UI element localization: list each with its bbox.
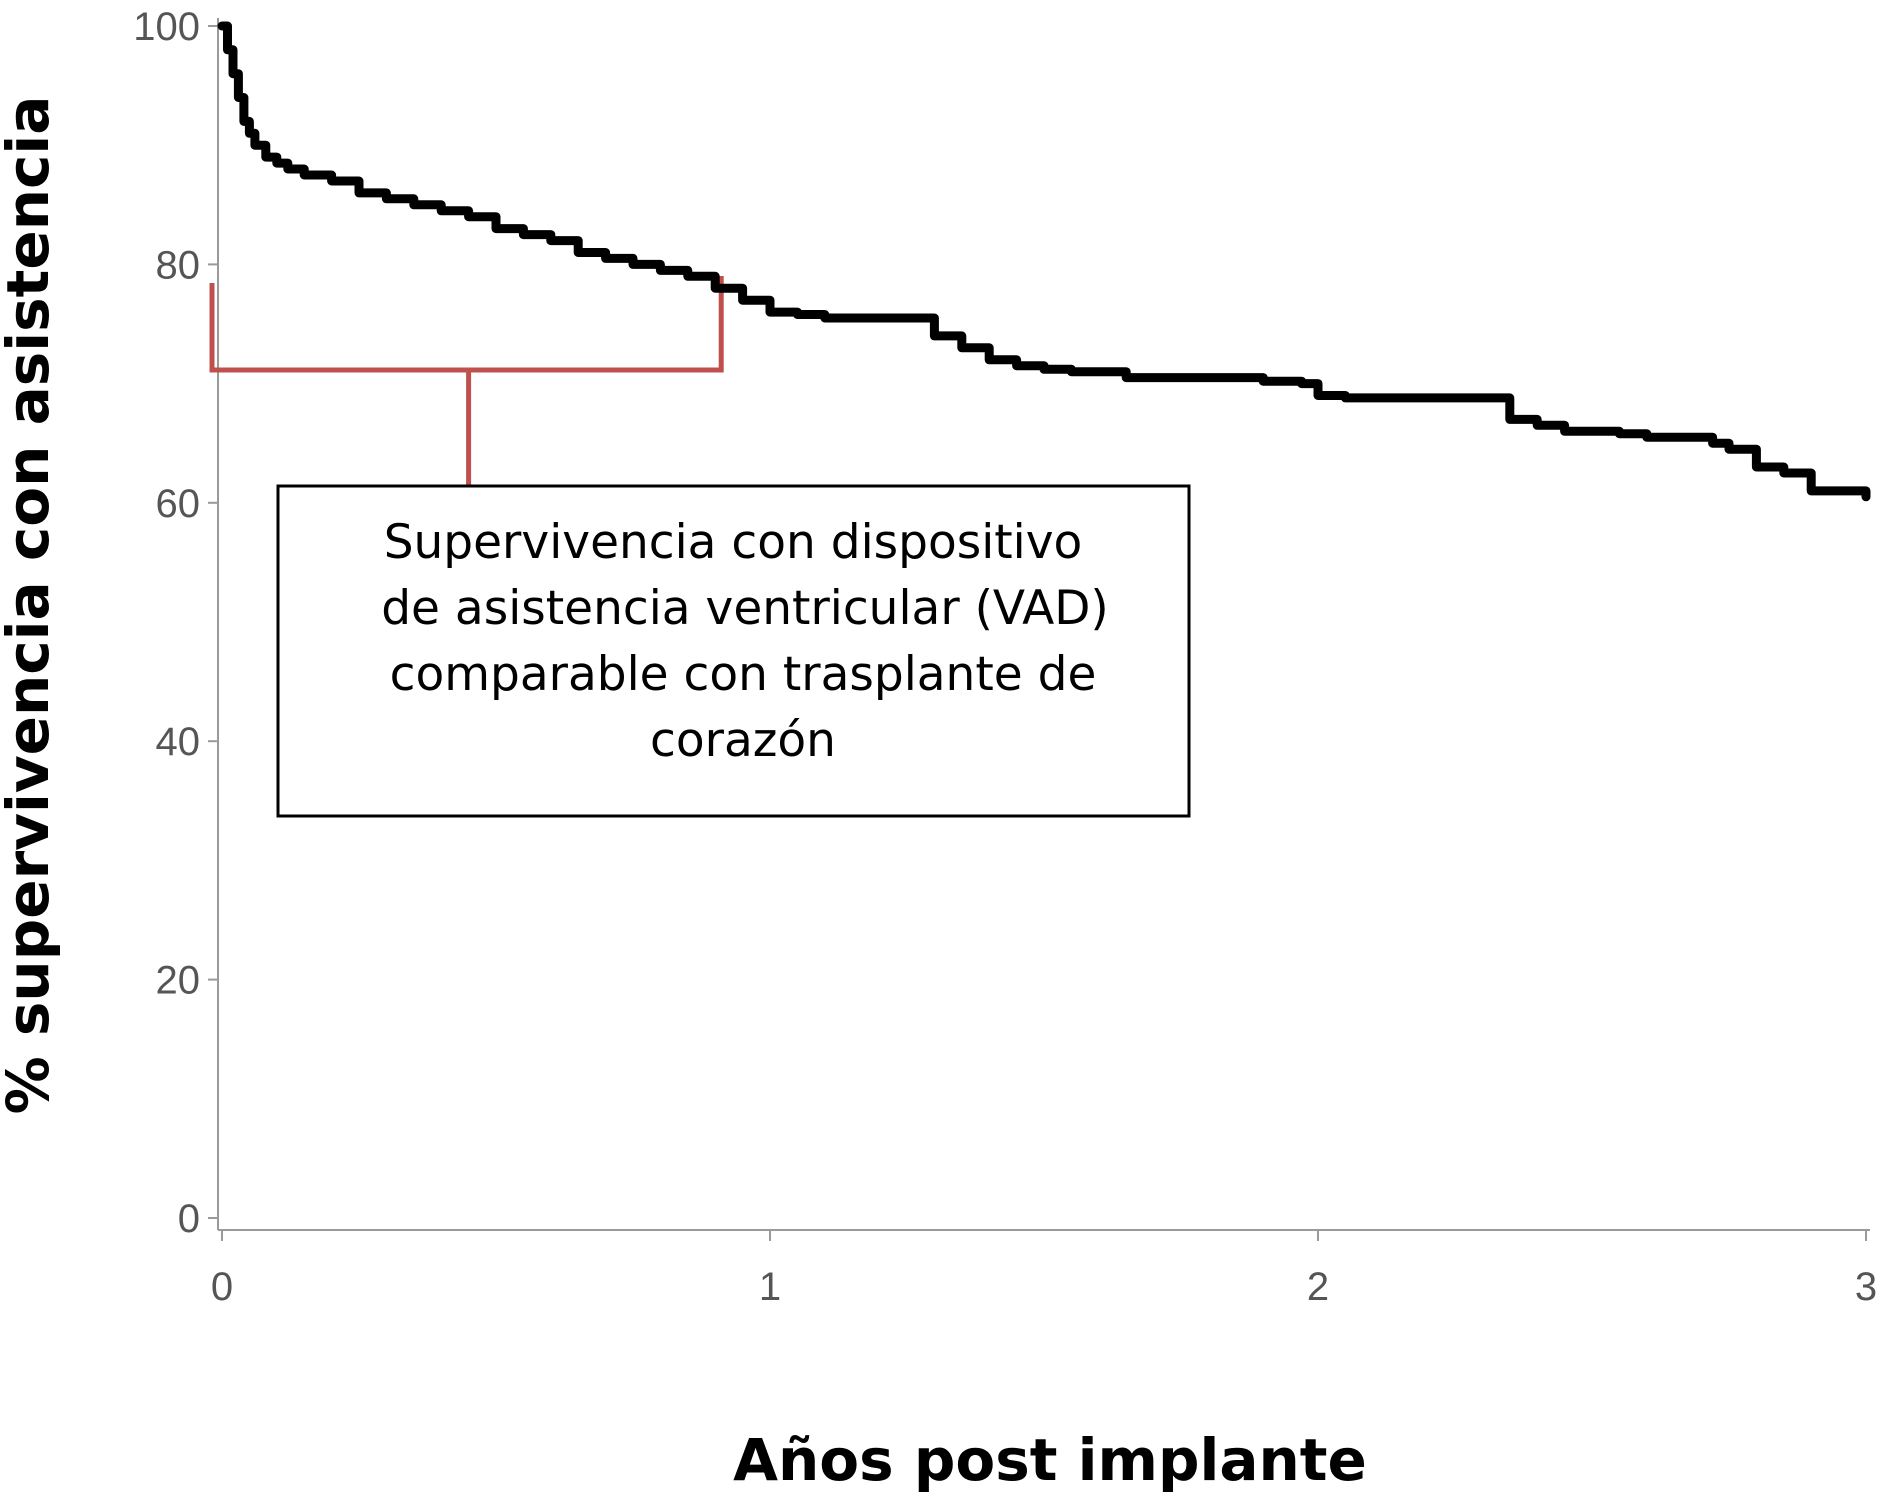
annotation-line-4: corazón xyxy=(650,713,836,768)
annotation-line-1: Supervivencia con dispositivo xyxy=(384,515,1083,570)
x-tick-label: 1 xyxy=(759,1265,781,1309)
annotation-box-frame xyxy=(276,484,1191,818)
y-ticks: 0 20 40 60 80 100 xyxy=(133,5,218,1241)
annotation-bracket xyxy=(209,276,724,486)
y-tick-label: 100 xyxy=(133,5,200,49)
x-axis-title: Años post implante xyxy=(733,1426,1367,1494)
x-tick-label: 3 xyxy=(1855,1265,1877,1309)
y-tick-label: 40 xyxy=(156,720,201,764)
annotation-line-3: comparable con trasplante de xyxy=(390,647,1097,702)
x-ticks: 0 1 2 3 xyxy=(211,1230,1877,1309)
annotation-line-2: de asistencia ventricular (VAD) xyxy=(381,581,1109,636)
y-tick-label: 20 xyxy=(156,959,201,1003)
y-tick-label: 80 xyxy=(156,243,201,287)
y-tick-label: 60 xyxy=(156,482,201,526)
survival-curve xyxy=(217,21,1871,502)
axes xyxy=(217,18,1870,1231)
y-axis-title: % supervivencia con asistencia xyxy=(0,96,62,1115)
x-tick-label: 2 xyxy=(1307,1265,1329,1309)
y-tick-label: 0 xyxy=(178,1197,200,1241)
x-tick-label: 0 xyxy=(211,1265,233,1309)
bracket-frame xyxy=(209,276,724,373)
annotation-box: Supervivencia con dispositivo de asisten… xyxy=(276,484,1191,818)
